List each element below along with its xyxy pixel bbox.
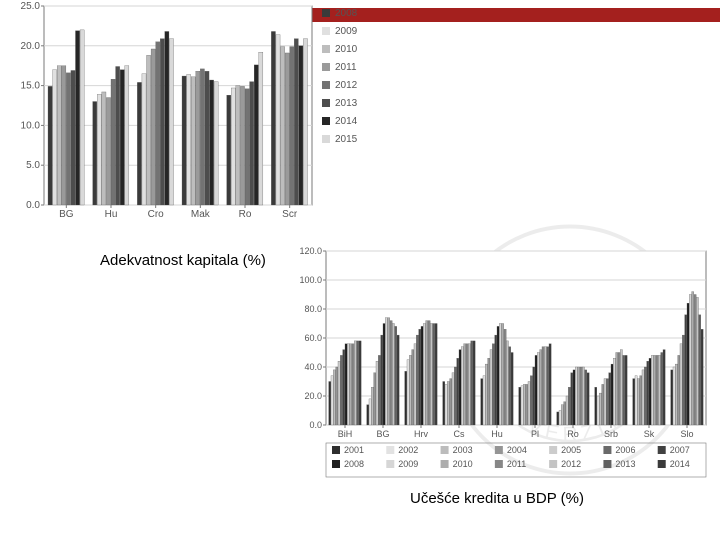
caption-capital-adequacy: Adekvatnost kapitala (%) [100, 252, 266, 269]
svg-text:2014: 2014 [670, 459, 690, 469]
svg-text:Hrv: Hrv [414, 429, 428, 439]
svg-text:100.0: 100.0 [299, 275, 322, 285]
svg-text:40.0: 40.0 [304, 362, 322, 372]
svg-text:25.0: 25.0 [21, 1, 41, 12]
svg-text:2013: 2013 [615, 459, 635, 469]
svg-text:2011: 2011 [507, 459, 526, 469]
svg-text:2008: 2008 [344, 459, 364, 469]
svg-text:15.0: 15.0 [21, 81, 41, 92]
svg-text:Ro: Ro [239, 209, 252, 220]
svg-text:Srb: Srb [604, 429, 618, 439]
svg-text:2009: 2009 [398, 459, 418, 469]
svg-text:2013: 2013 [335, 98, 358, 109]
chart-capital-adequacy: 0.0 5.0 10.0 15.0 20.0 25.0 BG Hu Cro Mak Ro Scr 200… [10, 0, 370, 225]
svg-text:2009: 2009 [335, 26, 358, 37]
svg-text:0.0: 0.0 [309, 420, 322, 430]
svg-text:2012: 2012 [561, 459, 581, 469]
svg-text:2003: 2003 [453, 445, 473, 455]
svg-text:60.0: 60.0 [304, 333, 322, 343]
svg-text:BG: BG [59, 209, 74, 220]
svg-text:2015: 2015 [335, 134, 358, 145]
svg-text:120.0: 120.0 [299, 246, 322, 256]
svg-text:80.0: 80.0 [304, 304, 322, 314]
svg-text:2014: 2014 [335, 116, 358, 127]
svg-text:2011: 2011 [335, 62, 357, 73]
svg-text:2002: 2002 [398, 445, 418, 455]
svg-text:Scr: Scr [282, 209, 298, 220]
svg-text:2012: 2012 [335, 80, 358, 91]
svg-text:Hu: Hu [491, 429, 503, 439]
svg-text:Ro: Ro [567, 429, 579, 439]
svg-text:Sk: Sk [644, 429, 655, 439]
svg-text:2006: 2006 [615, 445, 635, 455]
svg-text:20.0: 20.0 [304, 391, 322, 401]
svg-text:10.0: 10.0 [21, 120, 41, 131]
svg-text:0.0: 0.0 [26, 200, 40, 211]
caption-credit-gdp: Učešće kredita u BDP (%) [410, 490, 584, 507]
svg-text:2008: 2008 [335, 8, 358, 19]
svg-text:5.0: 5.0 [26, 160, 40, 171]
svg-text:2005: 2005 [561, 445, 581, 455]
svg-text:Mak: Mak [191, 209, 211, 220]
svg-text:Slo: Slo [680, 429, 693, 439]
svg-text:BiH: BiH [338, 429, 353, 439]
svg-text:BG: BG [376, 429, 389, 439]
svg-text:Cro: Cro [148, 209, 165, 220]
svg-text:2004: 2004 [507, 445, 527, 455]
svg-text:2010: 2010 [453, 459, 473, 469]
svg-text:Cs: Cs [454, 429, 465, 439]
svg-text:Hu: Hu [105, 209, 118, 220]
svg-text:2010: 2010 [335, 44, 358, 55]
svg-text:2007: 2007 [670, 445, 690, 455]
svg-text:Pl: Pl [531, 429, 539, 439]
chart-credit-gdp: 0.0 20.0 40.0 60.0 80.0 100.0 120.0 BiH BG Hrv Cs H… [292, 245, 712, 485]
svg-text:20.0: 20.0 [21, 41, 41, 52]
svg-text:2001: 2001 [344, 445, 364, 455]
